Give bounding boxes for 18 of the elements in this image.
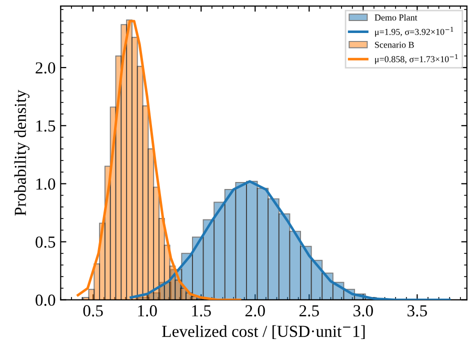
legend-label: Scenario B — [375, 42, 414, 48]
y-axis-title: Probability density — [14, 90, 30, 216]
y-tick-label: 0.5 — [36, 236, 56, 248]
y-tick-label: 0.0 — [36, 294, 56, 306]
x-tick-label: 0.5 — [83, 305, 103, 316]
y-tick-label: 1.5 — [36, 120, 56, 132]
y-tick-label: 2.0 — [36, 62, 56, 74]
x-tick-label: 2.0 — [245, 305, 265, 316]
x-axis-title: Levelized cost / [USD·unit$^{−}$1] — [162, 325, 365, 340]
legend-label: μ=1.95, σ=3.92×10$^{−1}$ — [375, 26, 454, 37]
legend-label: μ=0.858, σ=1.73×10$^{−1}$ — [375, 54, 458, 64]
x-tick-label: 1.5 — [192, 305, 211, 316]
y-tick-label: 1.0 — [36, 178, 56, 190]
x-tick-label: 3.0 — [354, 305, 373, 316]
x-tick-label: 2.5 — [299, 305, 319, 316]
x-tick-label: 1.0 — [138, 305, 157, 316]
legend-label: Demo Plant — [374, 14, 418, 21]
x-tick-label: 3.5 — [408, 305, 427, 316]
